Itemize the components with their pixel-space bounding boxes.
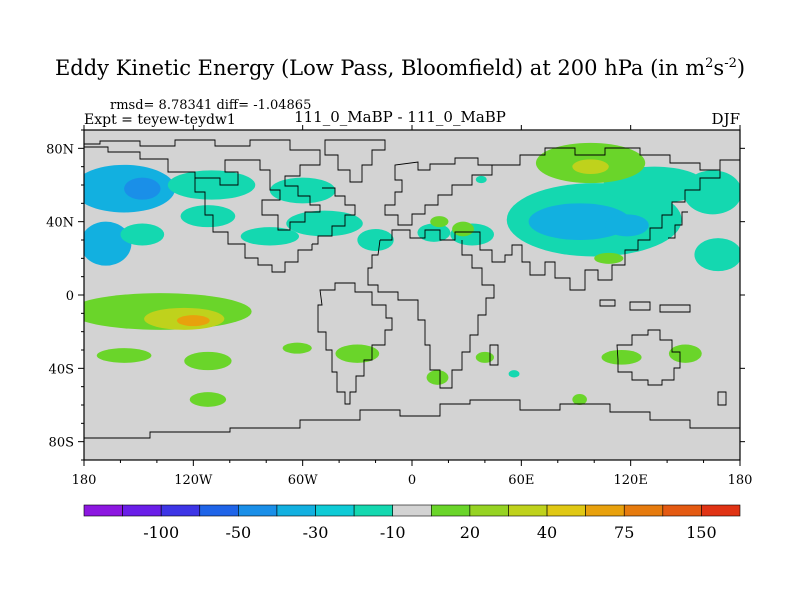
colorbar-swatch	[546, 504, 586, 517]
chart-title: Eddy Kinetic Energy (Low Pass, Bloomfiel…	[54, 56, 746, 80]
coastline-australia	[616, 329, 681, 386]
anomaly-region	[96, 348, 152, 363]
anomaly-region	[694, 238, 740, 272]
colorbar-label: 75	[614, 523, 634, 542]
y-tick-label: 80S	[49, 436, 74, 451]
anomaly-region	[452, 221, 474, 237]
colorbar-swatch	[315, 504, 355, 517]
anomaly-region	[572, 394, 587, 405]
coastline-mediterranean	[380, 229, 470, 241]
anomaly-region	[120, 223, 165, 246]
anomaly-region	[335, 344, 380, 363]
anomaly-region	[167, 170, 256, 200]
x-tick-label: 180	[728, 473, 753, 488]
x-tick-label: 180	[72, 473, 97, 488]
anomaly-region	[605, 214, 649, 237]
anomaly-region	[572, 159, 609, 175]
colorbar-swatch	[83, 504, 123, 517]
anomaly-region	[357, 229, 394, 251]
colorbar-swatch	[353, 504, 394, 517]
x-tick-label: 120E	[614, 473, 648, 488]
coastline-madagascar	[489, 344, 499, 366]
anomaly-region	[286, 210, 363, 237]
y-tick-label: 40S	[49, 362, 74, 377]
colorbar-swatch	[238, 504, 278, 517]
coastline-new-zealand	[717, 391, 727, 406]
season-label: DJF	[711, 110, 740, 128]
colorbar-swatch	[160, 504, 201, 517]
anomaly-region	[528, 203, 631, 241]
coastline-europe	[384, 157, 493, 226]
colorbar-swatch	[508, 504, 548, 517]
colorbar-label: 150	[686, 523, 717, 542]
x-tick-label: 60W	[288, 473, 319, 488]
anomaly-region	[475, 351, 494, 363]
anomaly-region	[84, 221, 132, 266]
coastline-africa	[367, 239, 495, 389]
anomaly-region	[601, 350, 642, 365]
colorbar-label: -30	[303, 523, 329, 542]
anomaly-region	[508, 370, 520, 378]
x-tick-label: 60E	[508, 473, 534, 488]
colorbar-swatch	[585, 504, 625, 517]
colorbar-label: -100	[143, 523, 179, 542]
colorbar-swatch	[276, 504, 316, 517]
coastline-antarctica	[84, 399, 740, 439]
colorbar-label: -50	[225, 523, 251, 542]
coastline-japan	[668, 211, 688, 239]
anomaly-region	[240, 227, 300, 246]
colorbar-label: -10	[380, 523, 406, 542]
x-tick-label: 120W	[174, 473, 213, 488]
colorbar-swatch	[392, 504, 432, 517]
coastline-greenland	[324, 139, 386, 183]
anomaly-region	[668, 344, 702, 363]
colorbar-swatch	[199, 504, 239, 517]
colorbar-swatch	[430, 504, 471, 517]
coastline-north-america-west	[194, 178, 313, 273]
colorbar-label: 20	[460, 523, 480, 542]
anomaly-region	[683, 170, 740, 215]
anomaly-region	[594, 252, 624, 264]
coastline-north-america	[84, 139, 321, 231]
chart-subtitle: 111_0_MaBP - 111_0_MaBP	[294, 108, 506, 126]
anomaly-region	[426, 370, 449, 385]
y-tick-label: 40N	[46, 216, 74, 231]
experiment-label: Expt = teyew-teydw1	[84, 112, 236, 128]
colorbar-swatch	[662, 504, 702, 517]
anomaly-region	[417, 223, 451, 242]
colorbar-swatch	[623, 504, 664, 517]
coastline-indonesia	[599, 299, 691, 313]
y-tick-label: 80N	[46, 142, 74, 157]
anomaly-region	[189, 392, 227, 407]
colorbar-swatch	[469, 504, 509, 517]
anomaly-region	[176, 315, 210, 327]
anomaly-region	[269, 177, 336, 204]
stats-label: rmsd= 8.78341 diff= -1.04865	[110, 98, 312, 113]
coastline-south-america	[317, 282, 393, 405]
anomaly-region	[475, 175, 487, 184]
y-tick-label: 0	[66, 289, 74, 304]
anomaly-region	[124, 177, 161, 200]
anomaly-region	[282, 342, 312, 354]
anomaly-region	[184, 351, 232, 371]
colorbar-swatch	[122, 504, 162, 517]
anomaly-region	[430, 216, 449, 228]
colorbar-swatch	[701, 504, 741, 517]
colorbar-label: 40	[537, 523, 557, 542]
coastline-asia-main	[470, 170, 721, 291]
anomaly-region	[180, 205, 236, 228]
coastline-north-america-east	[312, 187, 356, 245]
coastline-asia-north	[492, 147, 740, 171]
x-tick-label: 0	[408, 473, 416, 488]
